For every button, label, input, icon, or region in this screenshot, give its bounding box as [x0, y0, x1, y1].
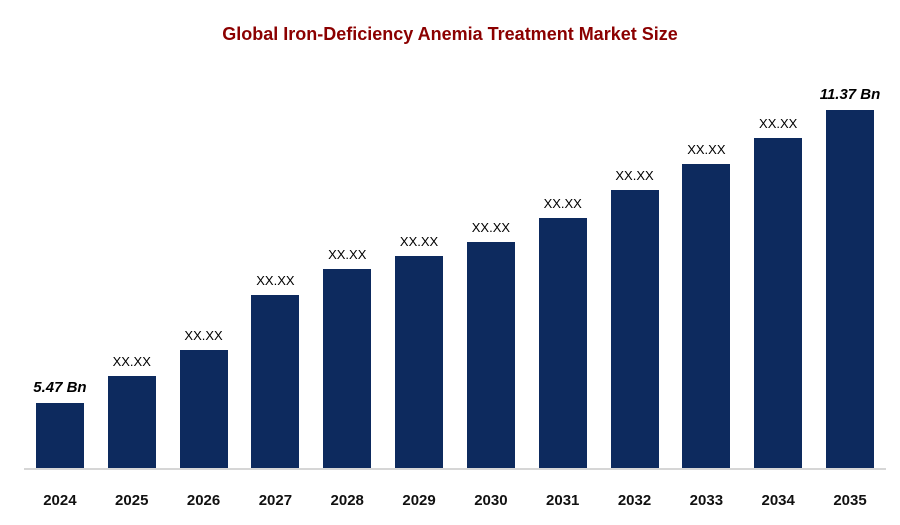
bar [538, 218, 587, 468]
bar-column: XX.XX [96, 70, 168, 468]
bar-column: XX.XX [383, 70, 455, 468]
x-axis-label: 2032 [617, 492, 652, 509]
bar-value-label: XX.XX [759, 116, 798, 131]
bar-column: 11.37 Bn [814, 70, 886, 468]
bar-value-label: XX.XX [615, 168, 654, 183]
bar-column: XX.XX [527, 70, 599, 468]
x-axis-label: 2034 [761, 492, 795, 509]
x-axis-label: 2026 [186, 492, 221, 509]
chart-title: Global Iron-Deficiency Anemia Treatment … [222, 24, 678, 44]
bar-value-label: XX.XX [687, 142, 726, 157]
bar [826, 110, 875, 468]
bar-column: XX.XX [168, 70, 240, 468]
bar-value-label: XX.XX [184, 328, 223, 343]
bar-chart: 5.47 Bn XX.XX XX.XX XX.XX XX.XX XX.XX XX.XX XX.… [24, 70, 886, 470]
bar-column: XX.XX [239, 70, 311, 468]
bar-value-label: XX.XX [112, 354, 151, 369]
bar [107, 376, 156, 468]
x-axis-label: 2025 [115, 492, 149, 509]
bar-value-label: 5.47 Bn [33, 379, 87, 396]
bar-value-label: XX.XX [256, 273, 295, 288]
x-axis-label: 2024 [43, 492, 77, 509]
bar [35, 403, 84, 468]
x-axis-label: 2028 [330, 492, 364, 509]
x-axis-label: 2027 [258, 492, 293, 509]
bar-column: XX.XX [742, 70, 814, 468]
bar [754, 138, 803, 468]
bar-value-label: XX.XX [543, 196, 582, 211]
bar-value-label: XX.XX [471, 220, 511, 235]
bar-value-label: XX.XX [328, 247, 367, 262]
x-axis-labels: 2024 2025 2026 2027 2028 2029 2030 2031 2032 2033… [24, 492, 886, 509]
bar-column: XX.XX [455, 70, 527, 468]
bar-value-label: XX.XX [399, 234, 439, 249]
x-axis-label: 2030 [474, 492, 508, 509]
x-axis-label: 2031 [546, 492, 580, 509]
bar-value-label: 11.37 Bn [819, 86, 881, 103]
x-axis-label: 2035 [833, 492, 867, 509]
bar [251, 295, 300, 468]
bar [323, 269, 372, 468]
bar [610, 190, 659, 468]
x-axis-label: 2029 [402, 492, 436, 509]
bar-column: XX.XX [311, 70, 383, 468]
bar [395, 256, 444, 468]
x-axis-label: 2033 [689, 492, 724, 509]
bar [466, 242, 515, 468]
bar [682, 164, 731, 468]
bar-column: XX.XX [670, 70, 742, 468]
bar-column: 5.47 Bn [24, 70, 96, 468]
bar-column: XX.XX [599, 70, 671, 468]
bar [179, 350, 228, 468]
